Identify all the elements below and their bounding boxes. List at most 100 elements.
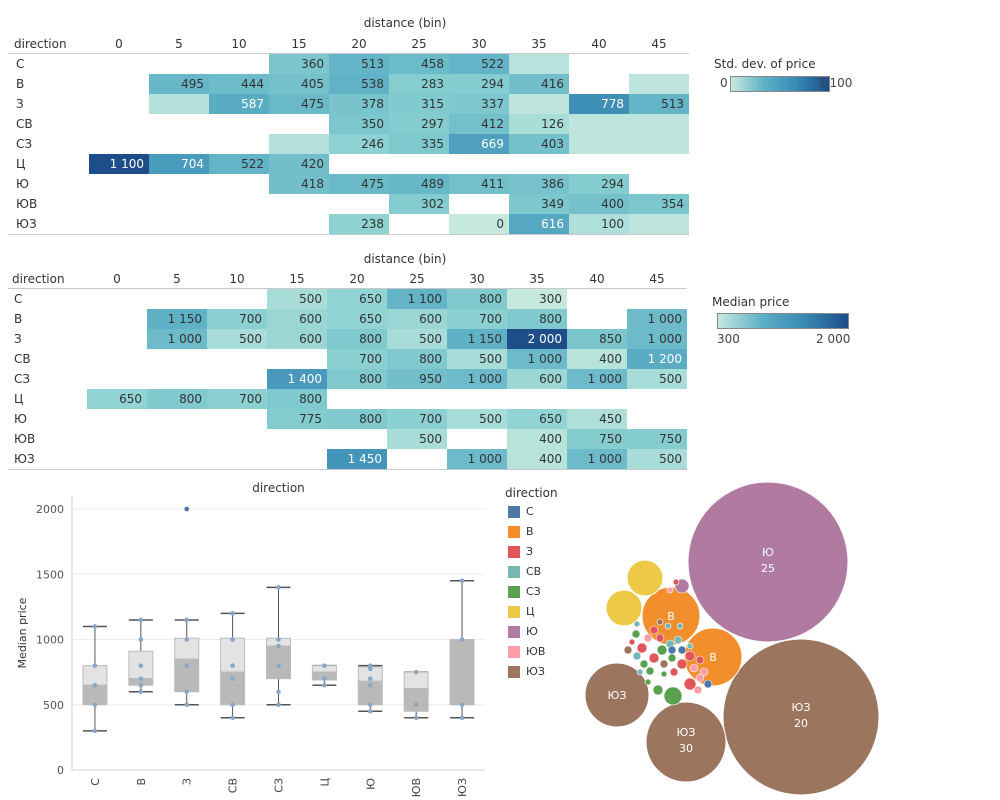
header-rule <box>8 53 689 54</box>
row-label: СВ <box>16 117 33 131</box>
legend-label: СЗ <box>526 585 541 598</box>
legend-label: ЮЗ <box>526 665 545 678</box>
legend-swatch <box>508 546 520 558</box>
heatmap-cell: 100 <box>569 214 629 234</box>
small-bubble <box>699 667 709 677</box>
heatmap-cell: 538 <box>329 74 389 94</box>
small-bubble <box>644 678 652 686</box>
data-point <box>276 663 281 668</box>
bubble <box>722 638 880 796</box>
box-lower <box>266 645 291 680</box>
heatmap-cell: 700 <box>447 309 507 329</box>
bottom-rule <box>8 469 687 470</box>
heatmap-cell <box>569 134 629 154</box>
small-bubble <box>656 644 668 656</box>
data-point <box>92 663 98 668</box>
small-bubble <box>623 645 633 655</box>
data-point <box>92 682 98 688</box>
heatmap-cell: 500 <box>387 429 447 449</box>
box-lower <box>403 687 429 712</box>
direction-color-legend: direction С В З СВ СЗ Ц Ю ЮВ ЮЗ <box>505 486 585 686</box>
heatmap-cell: 400 <box>507 449 567 469</box>
heatmap-cell: 416 <box>509 74 569 94</box>
heatmap-cell: 1 000 <box>147 329 207 349</box>
heatmap-cell: 1 400 <box>267 369 327 389</box>
box-upper <box>82 665 108 686</box>
row-label: ЮЗ <box>14 452 35 466</box>
small-bubble <box>695 673 705 683</box>
heatmap-cell <box>269 134 329 154</box>
heatmap-cell: 405 <box>269 74 329 94</box>
heatmap-cell: 700 <box>387 409 447 429</box>
heatmap-cell <box>629 214 689 234</box>
col-header: 45 <box>651 37 667 51</box>
bubble-label: В <box>709 651 717 664</box>
heatmap-cell: 750 <box>627 429 687 449</box>
heatmap-cell: 750 <box>567 429 627 449</box>
col-header: 30 <box>471 37 487 51</box>
row-label: Ю <box>16 177 29 191</box>
bubble <box>687 481 849 643</box>
small-bubble <box>664 622 672 630</box>
small-bubble <box>636 642 648 654</box>
col-header: 20 <box>349 272 365 286</box>
median-price-legend: Median price 300 2 000 <box>712 295 872 351</box>
heatmap-cell: 587 <box>209 94 269 114</box>
row-label: В <box>16 77 25 91</box>
data-point <box>322 682 327 688</box>
heatmap-cell: 500 <box>627 369 687 389</box>
small-bubble <box>659 659 669 669</box>
data-point <box>138 637 144 642</box>
std-heatmap-row-header: direction <box>14 37 67 51</box>
heatmap-cell: 1 100 <box>387 289 447 309</box>
heatmap-cell: 700 <box>327 349 387 369</box>
heatmap-cell: 704 <box>149 154 209 174</box>
bubble-value: 30 <box>679 742 693 755</box>
heatmap-cell: 650 <box>327 309 387 329</box>
data-point <box>92 728 98 734</box>
col-header: 10 <box>231 37 247 51</box>
x-tick-label: Ю <box>364 778 377 790</box>
row-label: СЗ <box>14 372 31 386</box>
small-bubble <box>703 679 713 689</box>
heatmap-cell: 350 <box>329 114 389 134</box>
small-bubble <box>686 642 694 650</box>
data-point <box>184 689 190 695</box>
bubble-label: Ю <box>762 546 774 559</box>
heatmap-cell: 354 <box>629 194 689 214</box>
heatmap-cell: 800 <box>327 329 387 349</box>
col-header: 45 <box>649 272 665 286</box>
heatmap-cell: 600 <box>267 329 327 349</box>
std-legend-min: 0 <box>720 76 728 90</box>
data-point <box>230 637 235 642</box>
heatmap-cell: 778 <box>569 94 629 114</box>
data-point <box>92 702 98 708</box>
row-label: В <box>14 312 23 326</box>
heatmap-cell: 297 <box>389 114 449 134</box>
col-header: 5 <box>175 37 183 51</box>
heatmap-cell: 126 <box>509 114 569 134</box>
heatmap-cell: 300 <box>507 289 567 309</box>
data-point <box>138 682 144 688</box>
small-bubble <box>693 685 703 695</box>
data-point <box>138 689 144 695</box>
heatmap-cell: 1 000 <box>507 349 567 369</box>
heatmap-cell <box>149 94 209 114</box>
bubble <box>626 559 664 597</box>
row-label: ЮЗ <box>16 217 37 231</box>
data-point <box>276 643 281 649</box>
bubble-label: ЮЗ <box>677 726 696 739</box>
row-label: Ц <box>14 392 24 406</box>
row-label: З <box>14 332 22 346</box>
data-point <box>138 663 144 668</box>
median-legend-min: 300 <box>717 332 740 346</box>
heatmap-cell: 1 450 <box>327 449 387 469</box>
heatmap-cell <box>569 114 629 134</box>
heatmap-cell: 400 <box>507 429 567 449</box>
small-bubble <box>628 638 636 646</box>
data-point <box>184 637 190 642</box>
heatmap-cell: 1 000 <box>627 309 687 329</box>
small-bubble <box>631 629 641 639</box>
y-tick-label: 1000 <box>36 634 64 647</box>
small-bubble <box>655 633 665 643</box>
